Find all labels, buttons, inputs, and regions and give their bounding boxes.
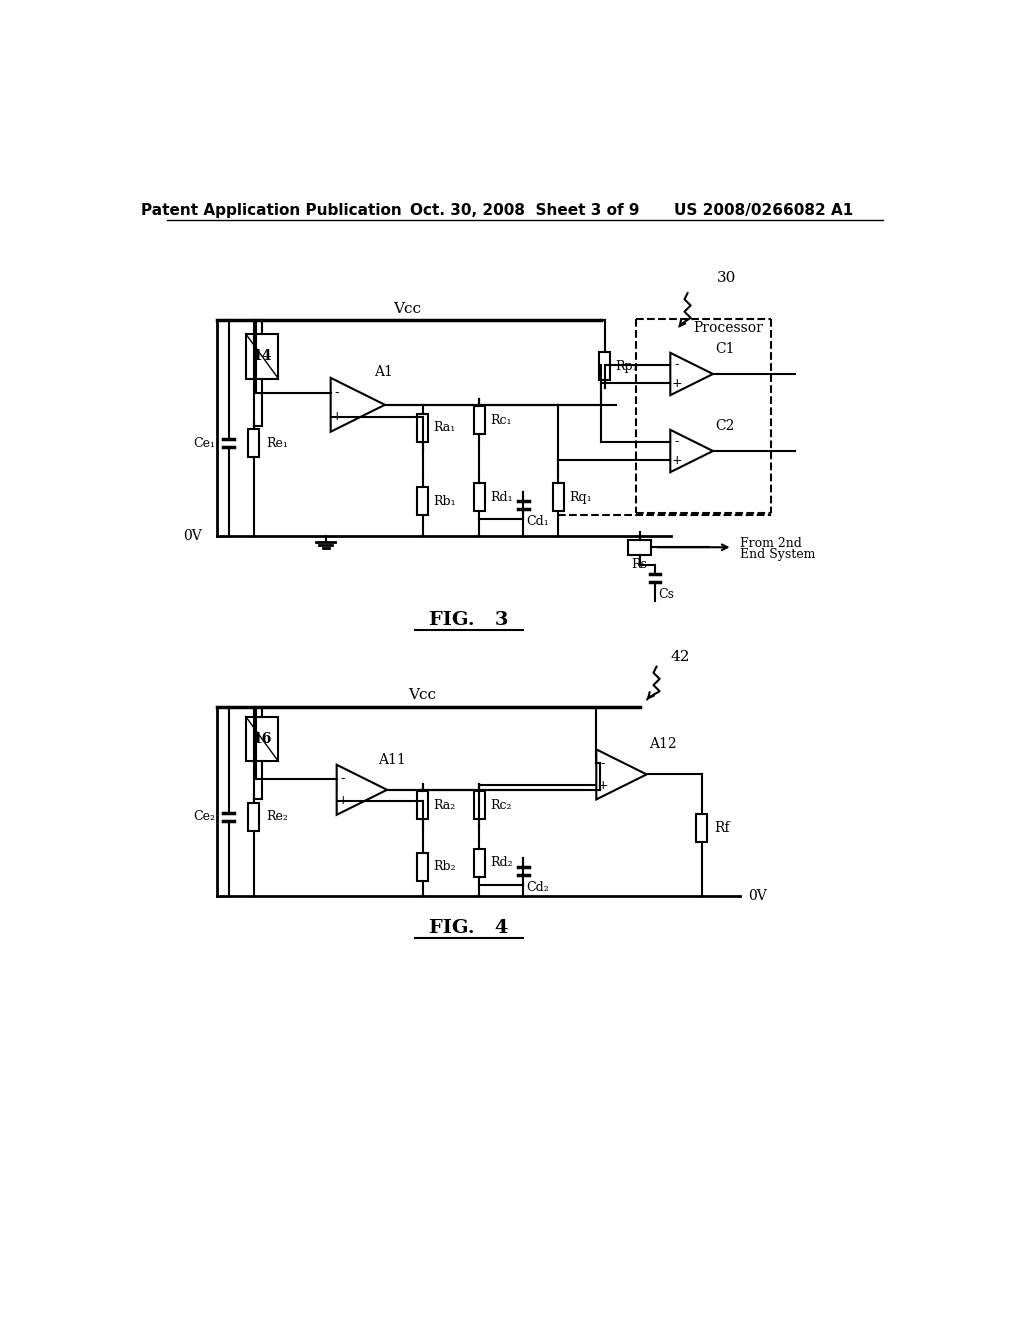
Bar (553, 483, 563, 511)
Text: -: - (600, 756, 605, 770)
Text: Rc₂: Rc₂ (489, 799, 511, 812)
Text: End System: End System (740, 548, 816, 561)
Bar (474, 792, 484, 818)
Text: A11: A11 (378, 752, 407, 767)
Text: -: - (335, 387, 339, 400)
Bar (246, 717, 279, 762)
Text: 14: 14 (252, 350, 271, 363)
Text: Vcc: Vcc (409, 688, 436, 702)
Text: Patent Application Publication: Patent Application Publication (141, 203, 401, 218)
Bar (417, 414, 428, 442)
Text: Rp₁: Rp₁ (615, 360, 638, 372)
Text: Ce₁: Ce₁ (193, 437, 215, 450)
Text: Cd₁: Cd₁ (526, 515, 549, 528)
Bar (696, 814, 707, 842)
Text: Rd₂: Rd₂ (489, 857, 513, 870)
Text: +: + (338, 795, 348, 808)
Text: Cd₂: Cd₂ (526, 880, 549, 894)
Text: A1: A1 (375, 366, 393, 379)
Text: From 2nd: From 2nd (740, 537, 802, 550)
Text: Ra₂: Ra₂ (433, 799, 456, 812)
Text: Rd₁: Rd₁ (489, 491, 513, 504)
Bar (599, 352, 610, 380)
Bar (248, 429, 259, 457)
Text: Rs: Rs (632, 557, 647, 570)
Text: -: - (674, 358, 679, 371)
Text: Rc₁: Rc₁ (489, 413, 511, 426)
Text: Rq₁: Rq₁ (569, 491, 592, 504)
Text: A12: A12 (649, 738, 677, 751)
Bar (417, 792, 428, 818)
Bar (417, 487, 428, 515)
Text: 16: 16 (252, 733, 271, 746)
Bar (474, 407, 484, 434)
Text: Re₂: Re₂ (266, 810, 288, 824)
Bar (474, 483, 484, 511)
Text: Rb₁: Rb₁ (433, 495, 456, 508)
Text: Vcc: Vcc (393, 301, 421, 315)
Text: -: - (674, 436, 679, 449)
Text: +: + (671, 376, 682, 389)
Text: Oct. 30, 2008  Sheet 3 of 9: Oct. 30, 2008 Sheet 3 of 9 (410, 203, 640, 218)
Text: US 2008/0266082 A1: US 2008/0266082 A1 (674, 203, 853, 218)
Text: Rf: Rf (714, 821, 729, 836)
Text: +: + (597, 779, 608, 792)
Text: Ce₂: Ce₂ (193, 810, 215, 824)
Text: FIG.   4: FIG. 4 (429, 920, 509, 937)
Text: Cs: Cs (658, 589, 674, 602)
Text: -: - (341, 772, 345, 785)
Text: C1: C1 (715, 342, 734, 355)
Bar (246, 334, 279, 379)
Text: FIG.   3: FIG. 3 (429, 611, 509, 630)
Text: C2: C2 (715, 418, 734, 433)
Bar (628, 540, 651, 554)
Text: Processor: Processor (693, 321, 764, 335)
Text: 0V: 0V (183, 529, 202, 543)
Bar (417, 853, 428, 880)
Text: Re₁: Re₁ (266, 437, 288, 450)
Bar (474, 849, 484, 876)
Bar (248, 803, 259, 830)
Text: 0V: 0V (748, 890, 767, 903)
Text: +: + (332, 411, 342, 424)
Text: Rb₂: Rb₂ (433, 861, 456, 874)
Text: Ra₁: Ra₁ (433, 421, 456, 434)
Text: 30: 30 (717, 271, 736, 285)
Text: +: + (671, 454, 682, 467)
Text: 42: 42 (671, 651, 690, 664)
